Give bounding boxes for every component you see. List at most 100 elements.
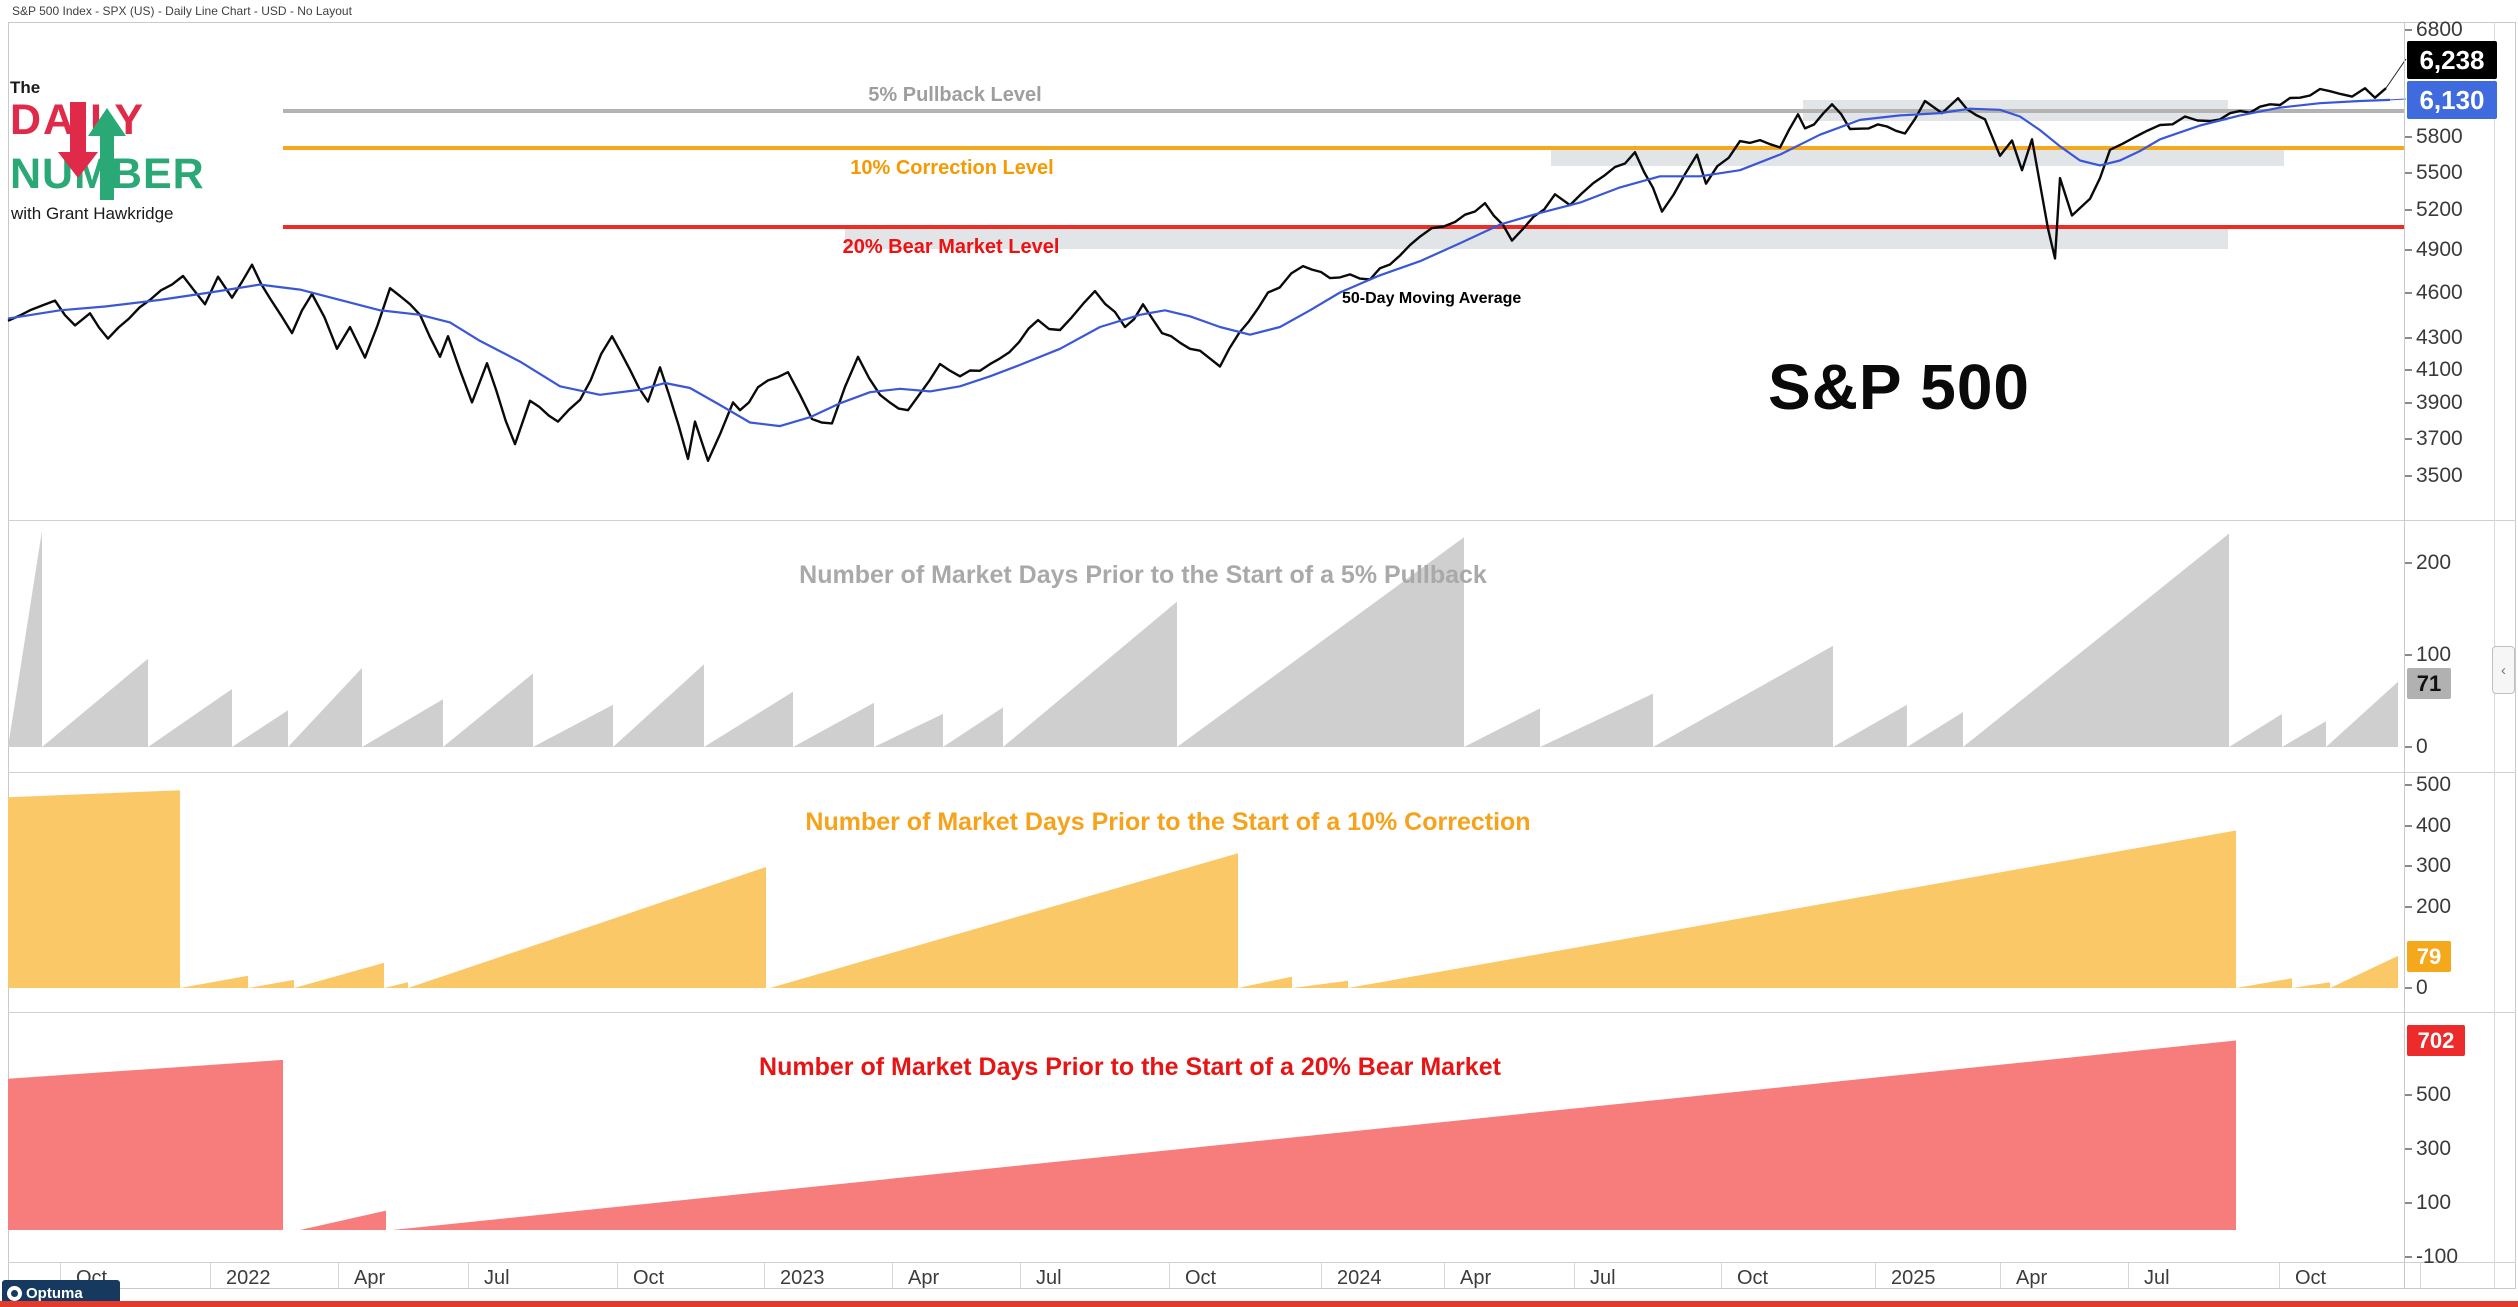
daily-number-logo: The DAILY NUMBER with Grant Hawkridge	[8, 60, 288, 235]
panel-divider	[8, 1262, 2516, 1263]
axis-tick-label[interactable]: 3700	[2416, 427, 2463, 450]
x-axis-label[interactable]: Apr	[2016, 1267, 2048, 1289]
axis-tick-label[interactable]: 300	[2416, 1137, 2452, 1160]
axis-tick	[2405, 172, 2412, 174]
value-box: 702	[2407, 1025, 2465, 1056]
x-axis-label[interactable]: Jul	[1590, 1267, 1616, 1289]
x-axis-separator	[2279, 1263, 2280, 1288]
chevron-left-icon: ‹	[2501, 661, 2506, 679]
axis-tick-label[interactable]: 6800	[2416, 18, 2463, 41]
x-axis-separator	[764, 1263, 765, 1288]
x-axis-separator	[468, 1263, 469, 1288]
x-axis-label[interactable]: Apr	[1460, 1267, 1492, 1289]
axis-tick	[2405, 1094, 2412, 1096]
axis-tick	[2405, 1148, 2412, 1150]
axis-tick-label[interactable]: 0	[2416, 976, 2428, 999]
axis-tick-label[interactable]: 4100	[2416, 358, 2463, 381]
pullback-level-label: 5% Pullback Level	[868, 84, 1042, 106]
axis-tick-label[interactable]: 3900	[2416, 391, 2463, 414]
x-axis-label[interactable]: Oct	[633, 1267, 665, 1289]
ma-line	[7, 98, 2391, 428]
axis-tick-label[interactable]: 5500	[2416, 161, 2463, 184]
window-bottom-accent	[0, 1301, 2518, 1307]
ma-pointer	[2389, 98, 2407, 101]
x-axis-label[interactable]: Jul	[2144, 1267, 2170, 1289]
pullback-panel-title: Number of Market Days Prior to the Start…	[799, 561, 1487, 589]
axis-tick	[2405, 825, 2412, 827]
panel-divider	[8, 772, 2516, 773]
x-axis-label[interactable]: 2022	[226, 1267, 271, 1289]
drawdown-band-2	[845, 229, 2228, 249]
axis-tick-label[interactable]: 500	[2416, 1083, 2452, 1106]
axis-tick	[2405, 29, 2412, 31]
axis-tick	[2405, 1256, 2412, 1258]
axis-tick	[2405, 475, 2412, 477]
logo-the: The	[10, 78, 41, 97]
x-axis-label[interactable]: Apr	[908, 1267, 940, 1289]
axis-tick-label[interactable]: 5800	[2416, 125, 2463, 148]
logo-tagline: with Grant Hawkridge	[11, 204, 174, 223]
x-axis-separator	[617, 1263, 618, 1288]
axis-tick-label[interactable]: 4600	[2416, 281, 2463, 304]
x-axis-separator	[2128, 1263, 2129, 1288]
x-axis-separator	[338, 1263, 339, 1288]
x-axis-label[interactable]: 2025	[1891, 1267, 1936, 1289]
correction-panel-title: Number of Market Days Prior to the Start…	[805, 808, 1531, 836]
x-axis-label[interactable]: Oct	[1737, 1267, 1769, 1289]
chart-title: S&P 500 Index - SPX (US) - Daily Line Ch…	[12, 4, 352, 18]
x-axis-label[interactable]: Oct	[2295, 1267, 2327, 1289]
chart-border-top	[8, 22, 2516, 23]
axis-tick-label[interactable]: 100	[2416, 1191, 2452, 1214]
price-line	[7, 87, 2387, 462]
x-axis-label[interactable]: Apr	[354, 1267, 386, 1289]
axis-tick	[2405, 249, 2412, 251]
x-axis-label[interactable]: 2024	[1337, 1267, 1382, 1289]
axis-tick-label[interactable]: 3500	[2416, 464, 2463, 487]
x-axis-label[interactable]: Oct	[1185, 1267, 1217, 1289]
axis-tick	[2405, 369, 2412, 371]
optuma-brand: Optuma	[26, 1284, 83, 1302]
panel-collapse-button[interactable]: ‹	[2492, 646, 2515, 694]
logo-arrows-icon	[58, 102, 126, 200]
bear-panel-title: Number of Market Days Prior to the Start…	[759, 1053, 1501, 1081]
axis-tick-label[interactable]: 5200	[2416, 198, 2463, 221]
axis-tick-label[interactable]: 4300	[2416, 326, 2463, 349]
chart-border-left	[8, 22, 9, 1288]
x-axis-label[interactable]: Jul	[484, 1267, 510, 1289]
axis-tick-label[interactable]: 500	[2416, 773, 2452, 796]
panel-divider	[8, 1012, 2516, 1013]
value-box: 79	[2407, 941, 2451, 972]
x-axis-label[interactable]: Jul	[1036, 1267, 1062, 1289]
axis-tick	[2405, 784, 2412, 786]
axis-tick	[2405, 438, 2412, 440]
value-box: 6,238	[2407, 41, 2497, 79]
axis-tick-label[interactable]: 400	[2416, 814, 2452, 837]
axis-tick-label[interactable]: 0	[2416, 735, 2428, 758]
x-axis-separator	[60, 1263, 61, 1288]
axis-tick-label[interactable]: -100	[2416, 1245, 2459, 1268]
axis-separator	[2404, 22, 2405, 1288]
x-axis-separator	[2000, 1263, 2001, 1288]
sawtooth-area-3	[8, 1040, 2236, 1230]
axis-tick	[2405, 136, 2412, 138]
x-axis-separator	[2420, 1263, 2421, 1288]
axis-tick-label[interactable]: 300	[2416, 854, 2452, 877]
panel-divider	[8, 520, 2516, 521]
sawtooth-area-2	[8, 790, 2398, 988]
axis-tick-label[interactable]: 200	[2416, 551, 2452, 574]
axis-tick-label[interactable]: 4900	[2416, 238, 2463, 261]
title-bar: S&P 500 Index - SPX (US) - Daily Line Ch…	[0, 0, 2518, 22]
x-axis-separator	[892, 1263, 893, 1288]
axis-tick	[2405, 987, 2412, 989]
axis-tick-label[interactable]: 200	[2416, 895, 2452, 918]
x-axis-separator	[1875, 1263, 1876, 1288]
x-axis-label[interactable]: 2023	[780, 1267, 825, 1289]
chart-border-right	[2515, 22, 2516, 1288]
axis-tick-label[interactable]: 100	[2416, 643, 2452, 666]
x-axis-separator	[1574, 1263, 1575, 1288]
value-box: 71	[2407, 668, 2451, 699]
axis-tick	[2405, 402, 2412, 404]
value-box: 6,130	[2407, 81, 2497, 119]
